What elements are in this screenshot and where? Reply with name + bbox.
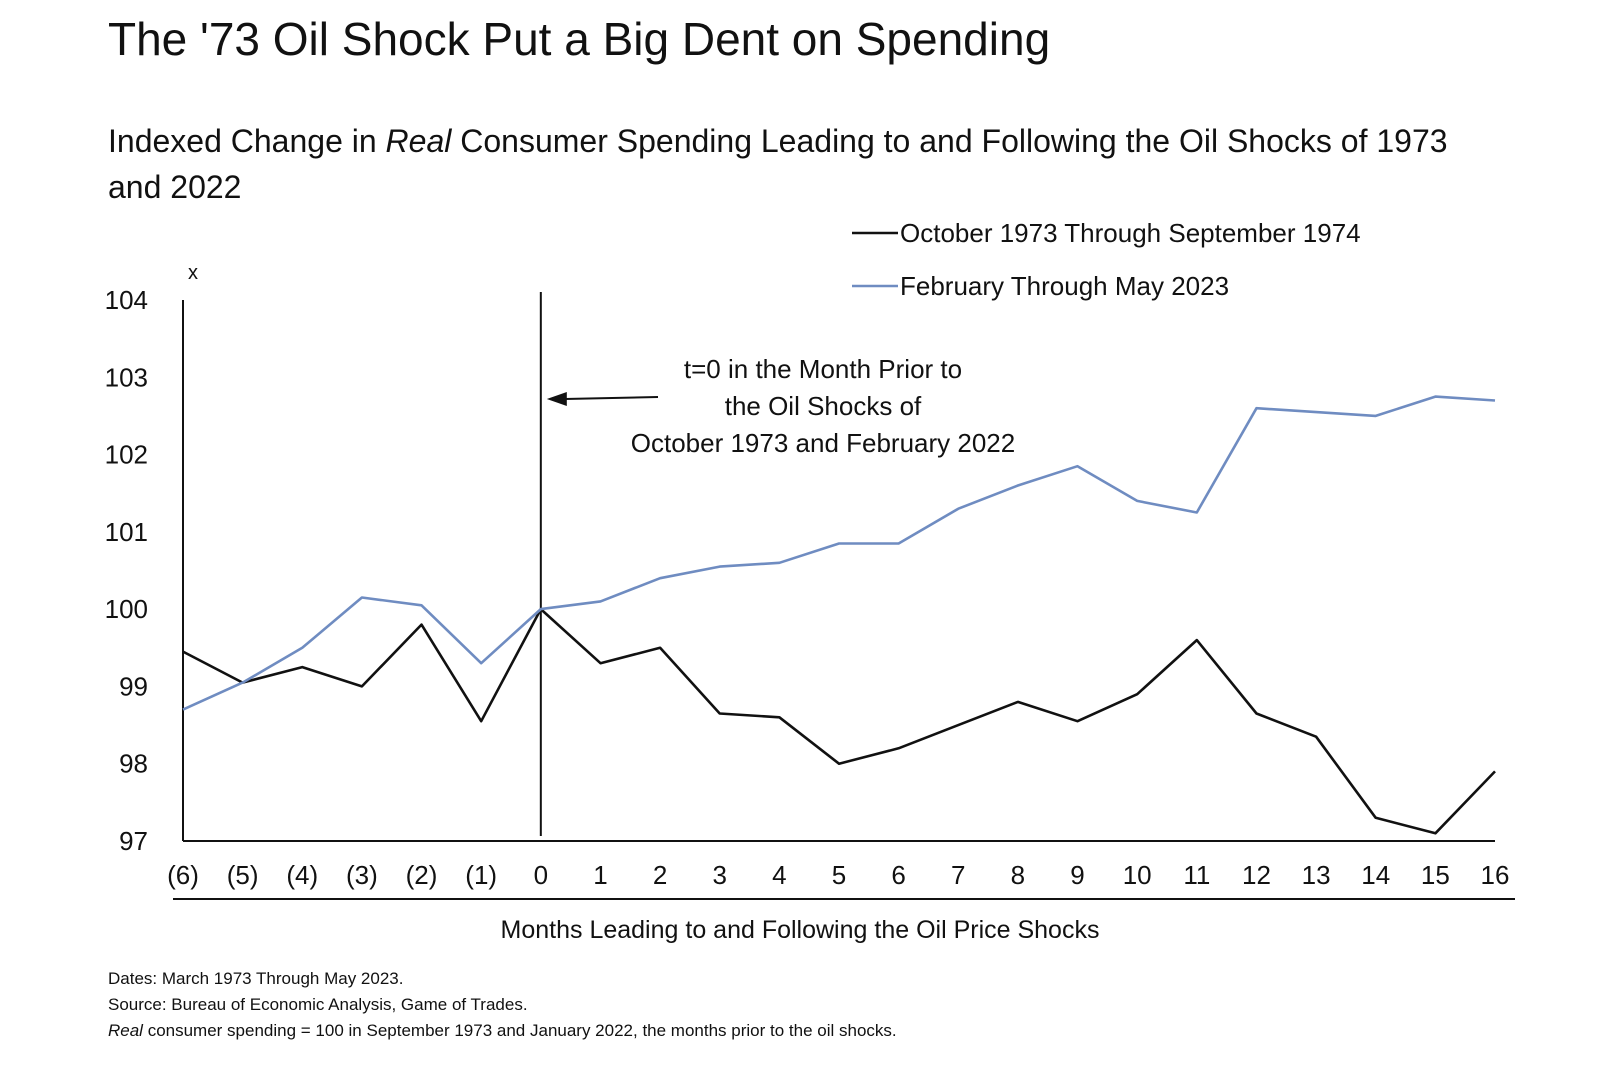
x-tick-label: 14 <box>1361 860 1390 890</box>
subtitle-part2: Consumer Spending Leading to and Followi… <box>108 123 1448 205</box>
footnote-note: Real consumer spending = 100 in Septembe… <box>108 1018 897 1044</box>
legend-label-1: October 1973 Through September 1974 <box>900 218 1361 248</box>
x-tick-label: 2 <box>653 860 667 890</box>
x-tick-label: (6) <box>167 860 199 890</box>
footnote-source: Source: Bureau of Economic Analysis, Gam… <box>108 995 528 1014</box>
y-axis-ticks: 97 98 99 100 101 102 103 104 <box>105 285 148 856</box>
x-tick-label: 6 <box>891 860 905 890</box>
x-tick-label: 3 <box>712 860 726 890</box>
y-tick-label: 103 <box>105 362 148 392</box>
y-tick-label: 98 <box>119 749 148 779</box>
y-axis-label: x <box>188 262 198 284</box>
x-tick-label: 16 <box>1481 860 1510 890</box>
x-tick-label: (5) <box>227 860 259 890</box>
series-line-2 <box>182 395 1496 711</box>
t0-annotation: t=0 in the Month Prior to the Oil Shocks … <box>546 354 1015 458</box>
footnote-note-rest: consumer spending = 100 in September 197… <box>142 1021 897 1040</box>
x-tick-label: 15 <box>1421 860 1450 890</box>
subtitle-part1: Indexed Change in <box>108 123 386 159</box>
x-tick-label: 5 <box>832 860 846 890</box>
footnote-note-italic: Real <box>108 1021 143 1040</box>
x-tick-label: 7 <box>951 860 965 890</box>
chart-title: The '73 Oil Shock Put a Big Dent on Spen… <box>108 13 1051 65</box>
legend: October 1973 Through September 1974 Febru… <box>852 218 1361 301</box>
subtitle-italic: Real <box>385 123 452 159</box>
x-tick-label: 4 <box>772 860 786 890</box>
x-tick-label: 8 <box>1011 860 1025 890</box>
legend-label-2: February Through May 2023 <box>900 271 1229 301</box>
x-tick-label: 11 <box>1183 860 1210 890</box>
series-lines <box>182 395 1496 835</box>
x-tick-label: (4) <box>286 860 318 890</box>
y-tick-label: 99 <box>119 671 148 701</box>
x-tick-label: 13 <box>1302 860 1331 890</box>
x-tick-label: (3) <box>346 860 378 890</box>
annotation-line-3: October 1973 and February 2022 <box>631 428 1015 458</box>
annotation-arrow-shaft <box>564 396 659 400</box>
chart-subtitle: Indexed Change in Real Consumer Spending… <box>108 118 1508 210</box>
footnote-dates: Dates: March 1973 Through May 2023. <box>108 969 404 988</box>
series-line-1 <box>182 607 1496 835</box>
y-tick-label: 97 <box>119 826 148 856</box>
x-tick-label: 12 <box>1242 860 1271 890</box>
y-tick-label: 104 <box>105 285 148 315</box>
y-tick-label: 101 <box>105 517 148 547</box>
x-axis-label: Months Leading to and Following the Oil … <box>501 916 1100 944</box>
annotation-line-1: t=0 in the Month Prior to <box>684 354 962 384</box>
annotation-line-2: the Oil Shocks of <box>725 391 922 421</box>
annotation-arrow-head <box>546 392 567 406</box>
x-axis-ticks: (6) (5) (4) (3) (2) (1) 0 1 2 3 4 5 6 7 8 9 10 11 12 13 14 15… <box>167 860 1509 890</box>
y-tick-label: 100 <box>105 594 148 624</box>
y-tick-label: 102 <box>105 440 148 470</box>
x-tick-label: 1 <box>593 860 607 890</box>
x-tick-label: 9 <box>1070 860 1084 890</box>
x-tick-label: (2) <box>406 860 438 890</box>
x-tick-label: 0 <box>534 860 548 890</box>
x-tick-label: (1) <box>465 860 497 890</box>
x-tick-label: 10 <box>1123 860 1152 890</box>
footnotes: Dates: March 1973 Through May 2023. Sour… <box>108 966 897 1044</box>
